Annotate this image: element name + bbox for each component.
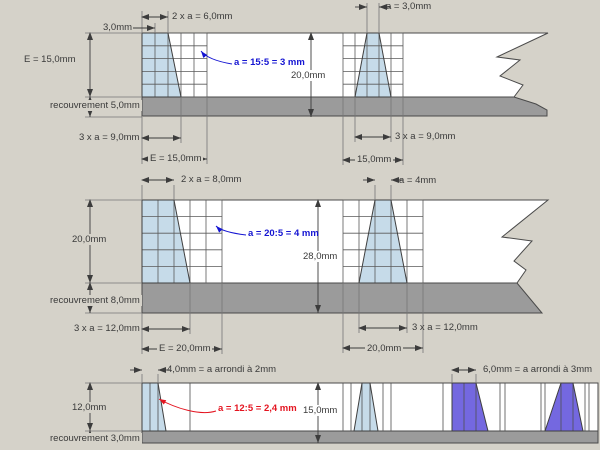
overlap-label: recouvrement 5,0mm — [48, 100, 142, 111]
dim-base-right-label: 3 x a = 9,0mm — [395, 131, 456, 142]
dim-spike-top-label: a = 4mm — [399, 175, 437, 186]
dim-edge-offset-label: 3,0mm — [103, 22, 133, 33]
note-leader-arrow — [215, 225, 247, 236]
note-leader-arrow — [158, 398, 217, 413]
countersink-formula-note: a = 20:5 = 4 mm — [248, 228, 319, 239]
dim-base-left-label: 3 x a = 12,0mm — [74, 323, 140, 334]
dim-thickness-label: 20,0mm — [70, 234, 109, 245]
dim-spike-top-label: a = 3,0mm — [386, 1, 432, 12]
dim-top-width-label: 2 x a = 6,0mm — [172, 11, 233, 22]
dim-rounded-up-label: 6,0mm = a arrondi à 3mm — [483, 364, 593, 375]
countersink-formula-note: a = 12:5 = 2,4 mm — [218, 403, 297, 414]
dim-base-right-label: 3 x a = 12,0mm — [412, 322, 478, 333]
dim-total-label: 20,0mm — [289, 70, 328, 81]
dim-top-width-label: 2 x a = 8,0mm — [181, 174, 242, 185]
panel-bottom-geometry — [85, 367, 599, 444]
dim-total-label: 15,0mm — [301, 405, 340, 416]
panel-middle-geometry — [85, 177, 550, 354]
overlap-label: recouvrement 8,0mm — [48, 295, 142, 306]
dim-rounded-down-label: 4,0mm = a arrondi à 2mm — [167, 364, 277, 375]
dim-grid-bottom-label: E = 15,0mm — [148, 153, 204, 164]
overlap-label: recouvrement 3,0mm — [48, 433, 142, 444]
dim-base-left-label: 3 x a = 9,0mm — [79, 132, 140, 143]
countersink-formula-note: a = 15:5 = 3 mm — [234, 57, 305, 68]
dim-thickness-label: E = 15,0mm — [24, 54, 76, 65]
dim-thickness-label: 12,0mm — [70, 402, 109, 413]
note-leader-arrow — [200, 50, 233, 65]
dim-spike-bottom-label: 20,0mm — [365, 343, 404, 354]
panel-top-geometry — [85, 3, 549, 165]
dim-total-label: 28,0mm — [301, 251, 340, 262]
dim-grid-bottom-label: E = 20,0mm — [157, 343, 213, 354]
dim-spike-bottom-label: 15,0mm — [355, 154, 394, 165]
